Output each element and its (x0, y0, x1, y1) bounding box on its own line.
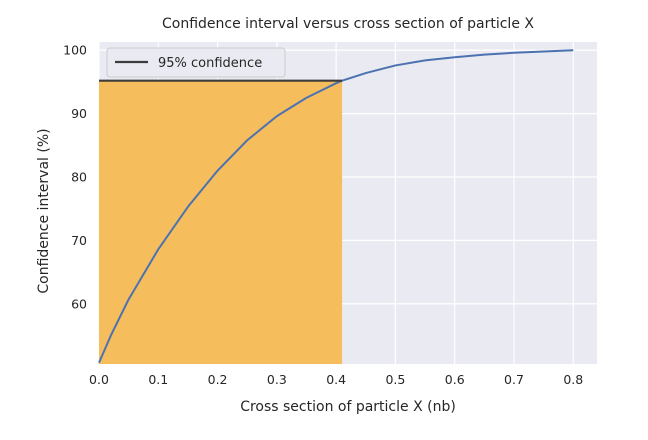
y-tick-label: 60 (71, 296, 87, 311)
x-tick-label: 0.7 (504, 372, 524, 387)
x-tick-label: 0.0 (89, 372, 109, 387)
x-tick-label: 0.6 (445, 372, 465, 387)
x-tick-label: 0.4 (326, 372, 346, 387)
legend-entry: 95% confidence (158, 56, 262, 71)
y-tick-label: 100 (63, 43, 87, 58)
series-group (98, 49, 574, 364)
x-tick-label: 0.8 (563, 372, 583, 387)
series-line (98, 49, 574, 364)
x-tick-label: 0.5 (385, 372, 405, 387)
y-ticks: 60 70 80 90 100 (63, 43, 87, 312)
chart-title: Confidence interval versus cross section… (162, 16, 534, 32)
y-tick-label: 70 (71, 233, 87, 248)
x-ticks: 0.0 0.1 0.2 0.3 0.4 0.5 0.6 0.7 0.8 (89, 372, 583, 387)
legend-box (106, 47, 286, 78)
y-tick-label: 80 (71, 170, 87, 185)
shaded-region (99, 80, 343, 365)
x-tick-label: 0.3 (267, 372, 287, 387)
x-tick-label: 0.1 (148, 372, 168, 387)
y-axis-label: Confidence interval (%) (36, 128, 52, 293)
x-tick-label: 0.2 (208, 372, 228, 387)
legend: 95% confidence (106, 47, 286, 78)
x-axis-label: Cross section of particle X (nb) (240, 399, 456, 415)
y-tick-label: 90 (71, 106, 87, 121)
